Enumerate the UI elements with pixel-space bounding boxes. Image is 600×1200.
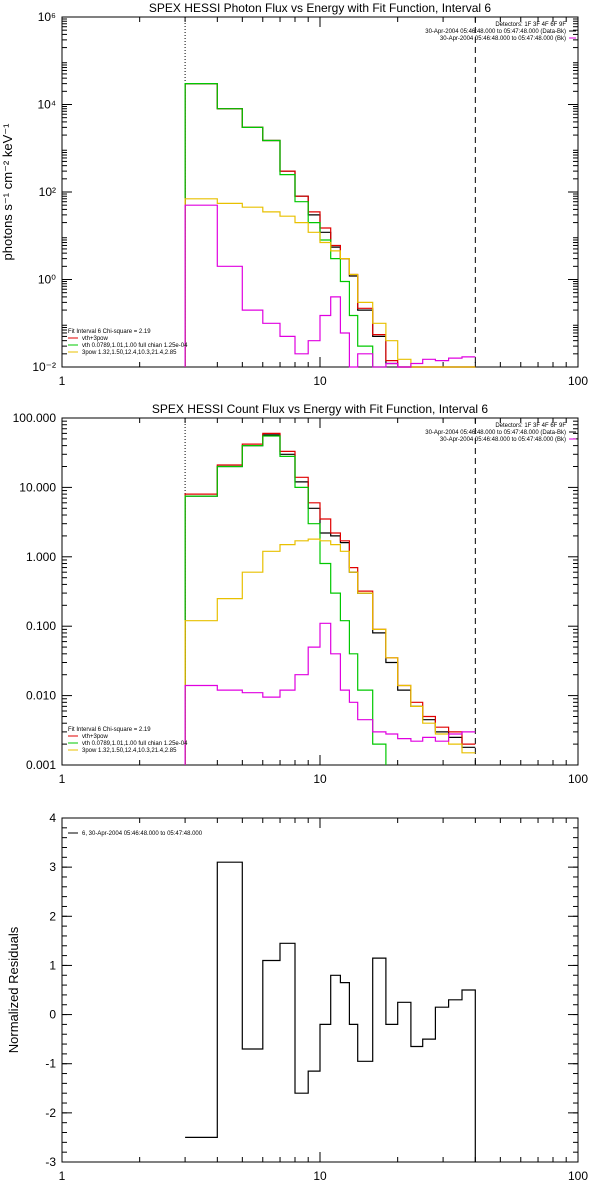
y-tick-label: 10⁴: [37, 98, 56, 112]
series-3pow: [184, 198, 476, 368]
photon-flux-panel: SPEX HESSI Photon Flux vs Energy with Fi…: [0, 1, 588, 388]
y-tick-label: -1: [45, 1057, 56, 1071]
y-tick-label: 10²: [39, 185, 56, 199]
info-line: 30-Apr-2004 05:46:48.000 to 05:47:48.000…: [425, 430, 566, 436]
info-line: Detectors: 1F 3F 4F 6F 9F: [495, 423, 566, 429]
series-bk: [184, 622, 476, 765]
y-tick-label: 0.100: [26, 619, 56, 633]
y-tick-label: 3: [49, 860, 56, 874]
series-data-bk: [184, 83, 476, 368]
x-tick-label: 1: [59, 1169, 66, 1183]
y-tick-label: 1: [49, 958, 56, 972]
info-line: 30-Apr-2004 05:46:48.000 to 05:47:48.000…: [440, 437, 566, 443]
legend-line: vth 0.0789,1.01,1.00 full chian 1.25e-04: [82, 343, 188, 349]
plot-frame: [61, 417, 579, 766]
x-tick-label: 10: [313, 772, 327, 786]
y-axis-label: photons s⁻¹ cm⁻² keV⁻¹: [0, 123, 15, 261]
y-tick-label: 0: [49, 1008, 56, 1022]
y-tick-label: 10⁻²: [32, 360, 56, 374]
series-vth-3pow: [184, 83, 476, 368]
x-tick-label: 10: [313, 374, 327, 388]
x-tick-label: 100: [568, 772, 588, 786]
series-data-bk: [184, 434, 476, 765]
y-axis-label: Normalized Residuals: [6, 926, 21, 1053]
residuals-panel: 1 10 100 -3 -2 -1 0 1 2 3 4 Normalized Residuals 6, …: [6, 811, 588, 1183]
series-3pow: [184, 538, 476, 765]
info-line: 30-Apr-2004 05:46:48.000 to 05:47:48.000…: [440, 36, 566, 42]
y-tick-label: 10⁰: [38, 273, 56, 287]
series-bk: [184, 204, 476, 368]
y-tick-label: 100.000: [13, 411, 57, 425]
x-tick-label: 100: [568, 374, 588, 388]
x-tick-label: 1: [59, 374, 66, 388]
series-vth: [184, 435, 387, 765]
y-tick-label: -2: [45, 1106, 56, 1120]
y-tick-label: 1.000: [26, 550, 56, 564]
series-vth-3pow: [184, 432, 476, 765]
y-tick-label: 0.010: [26, 689, 56, 703]
plot-frame: [61, 817, 579, 1163]
legend-line: 6, 30-Apr-2004 05:46:48.000 to 05:47:48.…: [82, 831, 203, 837]
chart-title: SPEX HESSI Count Flux vs Energy with Fit…: [152, 402, 488, 416]
x-tick-label: 10: [313, 1169, 327, 1183]
x-tick-label: 100: [568, 1169, 588, 1183]
legend-line: 3pow 1.32,1.50,12.4,10.3,21.4,2.85: [82, 748, 177, 754]
series-6-30-apr-2004-05-46-48-0: [185, 861, 476, 1162]
legend-line: vth 0.0789,1.01,1.00 full chian 1.25e-04: [82, 741, 188, 747]
info-line: 30-Apr-2004 05:46:48.000 to 05:47:48.000…: [425, 29, 566, 35]
legend-line: Fit Interval 6 Chi-square = 2.19: [68, 329, 151, 335]
chart-title: SPEX HESSI Photon Flux vs Energy with Fi…: [149, 1, 491, 15]
plot-frame: [61, 16, 579, 368]
legend-line: vth+3pow: [82, 734, 109, 740]
series-vth: [184, 83, 386, 368]
legend-line: vth+3pow: [82, 336, 109, 342]
legend-line: 3pow 1.32,1.50,12.4,10.3,21.4,2.85: [82, 350, 177, 356]
y-tick-label: 4: [49, 811, 56, 825]
y-tick-label: 0.001: [26, 758, 56, 772]
y-tick-label: 2: [49, 909, 56, 923]
y-tick-label: 10.000: [19, 480, 56, 494]
x-tick-label: 1: [59, 772, 66, 786]
info-line: Detectors: 1F 3F 4F 6F 9F: [495, 22, 566, 28]
count-flux-panel: SPEX HESSI Count Flux vs Energy with Fit…: [13, 402, 589, 786]
y-tick-label: 10⁶: [38, 10, 56, 24]
legend-line: Fit Interval 6 Chi-square = 2.19: [68, 727, 151, 733]
y-tick-label: -3: [45, 1155, 56, 1169]
